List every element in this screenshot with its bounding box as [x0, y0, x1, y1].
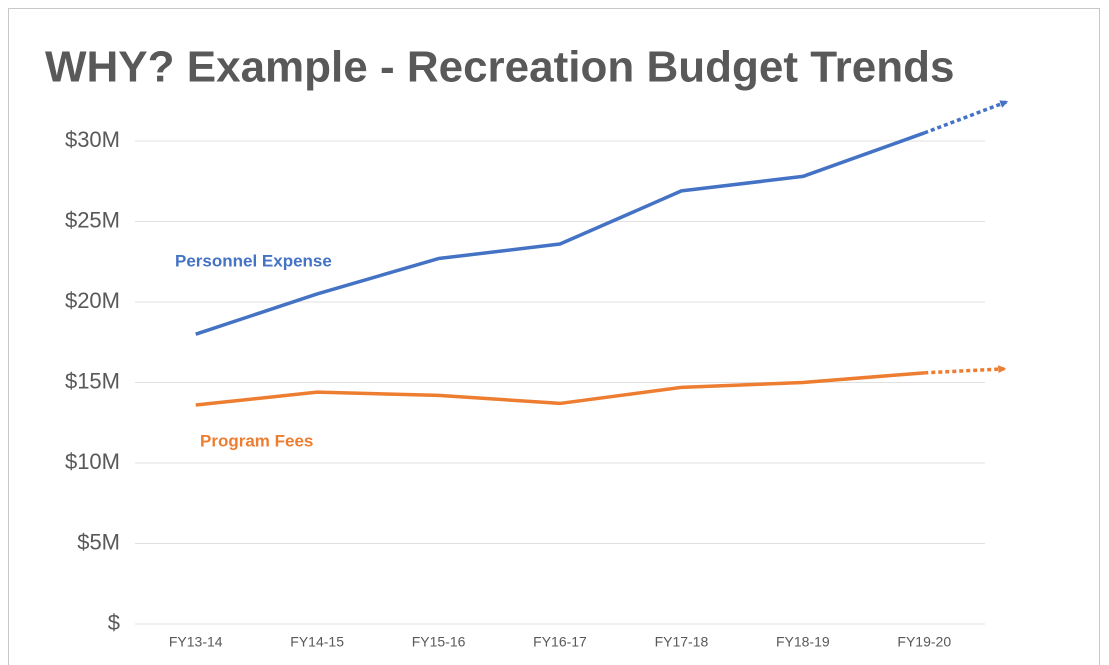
- x-tick-label: FY18-19: [776, 634, 830, 650]
- y-tick-label: $10M: [65, 449, 120, 474]
- x-tick-label: FY19-20: [897, 634, 951, 650]
- x-tick-label: FY14-15: [290, 634, 344, 650]
- series-line: [195, 371, 925, 407]
- x-tick-label: FY17-18: [655, 634, 709, 650]
- y-tick-label: $15M: [65, 368, 120, 393]
- trend-arrow: [924, 365, 1007, 375]
- y-tick-label: $20M: [65, 288, 120, 313]
- y-tick-label: $25M: [65, 207, 120, 232]
- x-tick-label: FY15-16: [412, 634, 466, 650]
- chart-title: WHY? Example - Recreation Budget Trends: [45, 43, 955, 92]
- y-tick-label: $30M: [65, 127, 120, 152]
- series-label: Personnel Expense: [175, 251, 332, 270]
- frame: [8, 8, 1100, 665]
- y-tick-label: $: [108, 610, 120, 635]
- x-tick-label: FY13-14: [169, 634, 223, 650]
- x-tick-label: FY16-17: [533, 634, 587, 650]
- y-tick-label: $5M: [77, 529, 120, 554]
- series-label: Program Fees: [200, 431, 313, 450]
- series-line: [195, 131, 925, 336]
- trend-arrow: [923, 100, 1009, 135]
